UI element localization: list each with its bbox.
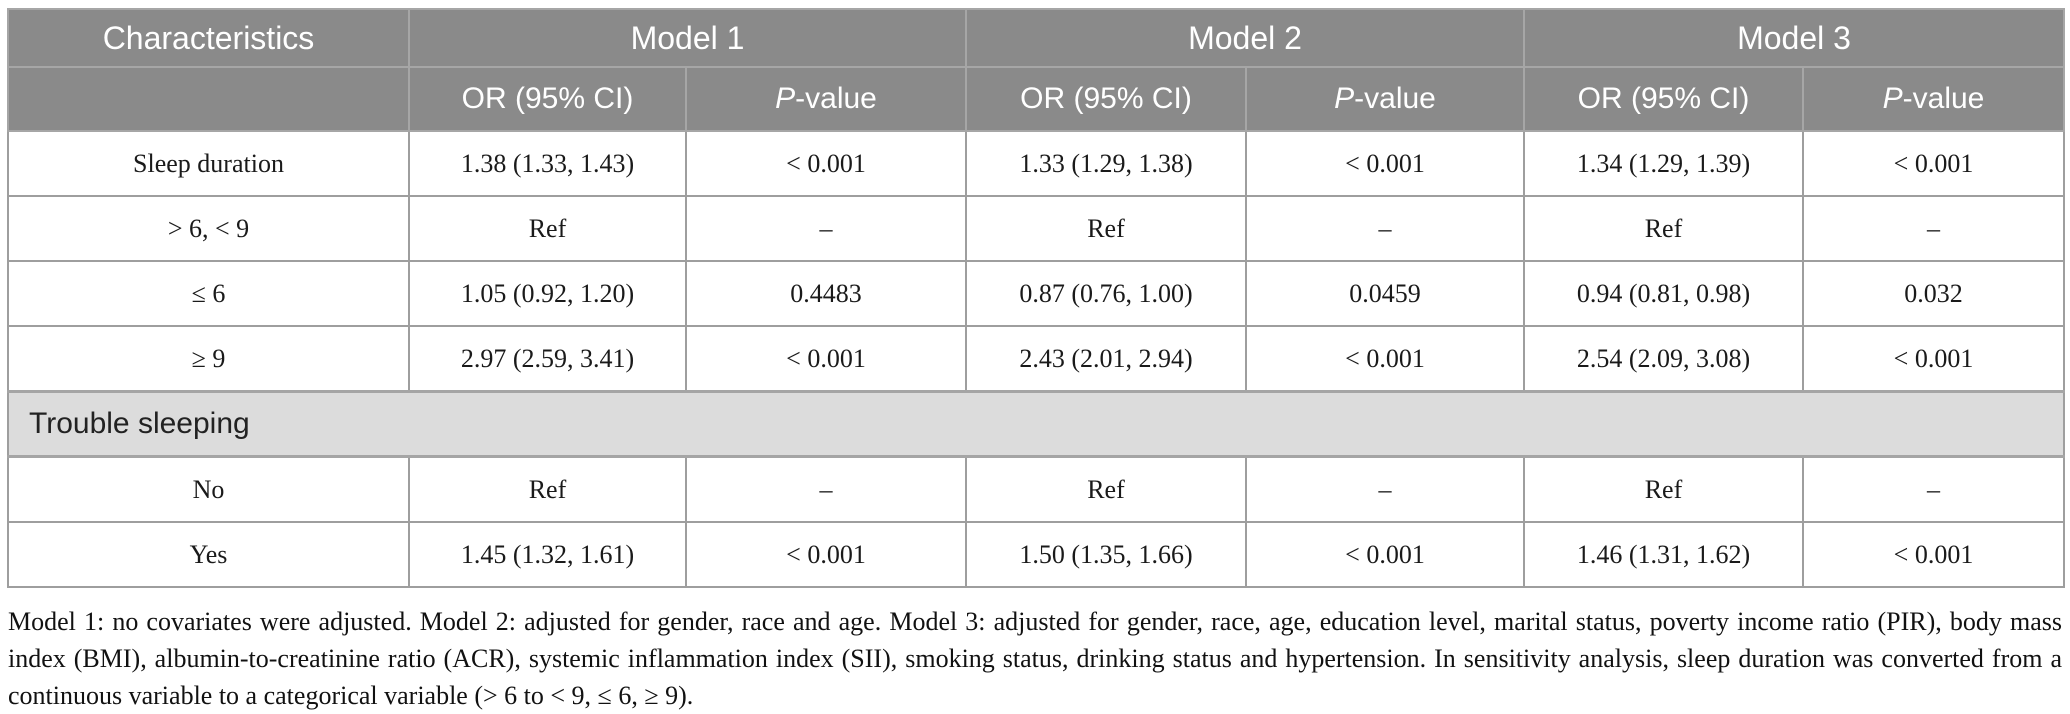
p-label-italic: P xyxy=(1334,82,1355,115)
p-label-italic: P xyxy=(775,82,796,115)
table-row-yes: Yes 1.45 (1.32, 1.61) < 0.001 1.50 (1.35… xyxy=(7,521,2065,588)
characteristics-header: Characteristics xyxy=(7,8,410,68)
table-footnote: Model 1: no covariates were adjusted. Mo… xyxy=(8,607,2062,710)
cell-or: Ref xyxy=(965,195,1247,262)
cell-pvalue: – xyxy=(1245,195,1525,262)
cell-or: 1.34 (1.29, 1.39) xyxy=(1523,130,1804,197)
cell-or: 1.33 (1.29, 1.38) xyxy=(965,130,1247,197)
cell-or: 1.05 (0.92, 1.20) xyxy=(408,260,687,327)
cell-pvalue: < 0.001 xyxy=(1802,521,2065,588)
p-label-rest: -value xyxy=(1902,82,1985,115)
section-label: Trouble sleeping xyxy=(8,390,2064,458)
cell-pvalue: < 0.001 xyxy=(1245,521,1525,588)
cell-pvalue: 0.0459 xyxy=(1245,260,1525,327)
cell-pvalue: < 0.001 xyxy=(1245,130,1525,197)
cell-pvalue: – xyxy=(685,455,967,523)
cell-pvalue: < 0.001 xyxy=(1802,130,2065,197)
section-row-trouble-sleeping: Trouble sleeping xyxy=(8,390,2064,458)
cell-or: 1.38 (1.33, 1.43) xyxy=(408,130,687,197)
header-sub-row: OR (95% CI) P-value OR (95% CI) P-value … xyxy=(7,66,2065,132)
cell-pvalue: 0.4483 xyxy=(685,260,967,327)
model1-pvalue-header: P-value xyxy=(685,66,967,132)
cell-or: 1.46 (1.31, 1.62) xyxy=(1523,521,1804,588)
cell-or: 0.87 (0.76, 1.00) xyxy=(965,260,1247,327)
row-label: Sleep duration xyxy=(7,130,410,197)
row-label: ≤ 6 xyxy=(7,260,410,327)
cell-or: 2.54 (2.09, 3.08) xyxy=(1523,325,1804,393)
model3-pvalue-header: P-value xyxy=(1802,66,2065,132)
cell-or: 1.50 (1.35, 1.66) xyxy=(965,521,1247,588)
model1-header: Model 1 xyxy=(408,8,967,68)
row-label: ≥ 9 xyxy=(7,325,410,393)
table-row-sleep-duration: Sleep duration 1.38 (1.33, 1.43) < 0.001… xyxy=(7,130,2065,197)
model3-header: Model 3 xyxy=(1523,8,2065,68)
cell-or: 2.43 (2.01, 2.94) xyxy=(965,325,1247,393)
cell-pvalue: < 0.001 xyxy=(685,325,967,393)
table-header: Characteristics Model 1 Model 2 Model 3 … xyxy=(7,8,2065,132)
sensitivity-analysis-table: Characteristics Model 1 Model 2 Model 3 … xyxy=(7,8,2065,588)
model2-pvalue-header: P-value xyxy=(1245,66,1525,132)
table-row-6-to-9: > 6, < 9 Ref – Ref – Ref – xyxy=(7,195,2065,262)
cell-or: Ref xyxy=(1523,455,1804,523)
table-body: Sleep duration 1.38 (1.33, 1.43) < 0.001… xyxy=(7,130,2065,588)
p-label-rest: -value xyxy=(1354,82,1436,115)
cell-or: Ref xyxy=(1523,195,1804,262)
cell-pvalue: < 0.001 xyxy=(1245,325,1525,393)
model1-or-header: OR (95% CI) xyxy=(408,66,687,132)
table-row-no: No Ref – Ref – Ref – xyxy=(7,455,2065,523)
characteristics-subheader-empty xyxy=(7,66,410,132)
cell-or: 2.97 (2.59, 3.41) xyxy=(408,325,687,393)
cell-pvalue: 0.032 xyxy=(1802,260,2065,327)
cell-pvalue: < 0.001 xyxy=(1802,325,2065,393)
or-ci-label: OR (95% CI) xyxy=(1577,82,1750,115)
cell-or: 1.45 (1.32, 1.61) xyxy=(408,521,687,588)
cell-pvalue: – xyxy=(1802,195,2065,262)
or-ci-label: OR (95% CI) xyxy=(461,82,634,115)
cell-pvalue: – xyxy=(1245,455,1525,523)
row-label: > 6, < 9 xyxy=(7,195,410,262)
model3-or-header: OR (95% CI) xyxy=(1523,66,1804,132)
model2-header: Model 2 xyxy=(965,8,1525,68)
p-label-italic: P xyxy=(1882,82,1903,115)
cell-or: Ref xyxy=(408,455,687,523)
cell-pvalue: < 0.001 xyxy=(685,130,967,197)
row-label: No xyxy=(7,455,410,523)
cell-or: 0.94 (0.81, 0.98) xyxy=(1523,260,1804,327)
header-group-row: Characteristics Model 1 Model 2 Model 3 xyxy=(7,8,2065,68)
table-row-ge9: ≥ 9 2.97 (2.59, 3.41) < 0.001 2.43 (2.01… xyxy=(7,325,2065,393)
model2-or-header: OR (95% CI) xyxy=(965,66,1247,132)
cell-pvalue: – xyxy=(685,195,967,262)
p-label-rest: -value xyxy=(795,82,877,115)
row-label: Yes xyxy=(7,521,410,588)
table-row-le6: ≤ 6 1.05 (0.92, 1.20) 0.4483 0.87 (0.76,… xyxy=(7,260,2065,327)
or-ci-label: OR (95% CI) xyxy=(1020,82,1192,115)
cell-or: Ref xyxy=(965,455,1247,523)
cell-or: Ref xyxy=(408,195,687,262)
cell-pvalue: – xyxy=(1802,455,2065,523)
cell-pvalue: < 0.001 xyxy=(685,521,967,588)
